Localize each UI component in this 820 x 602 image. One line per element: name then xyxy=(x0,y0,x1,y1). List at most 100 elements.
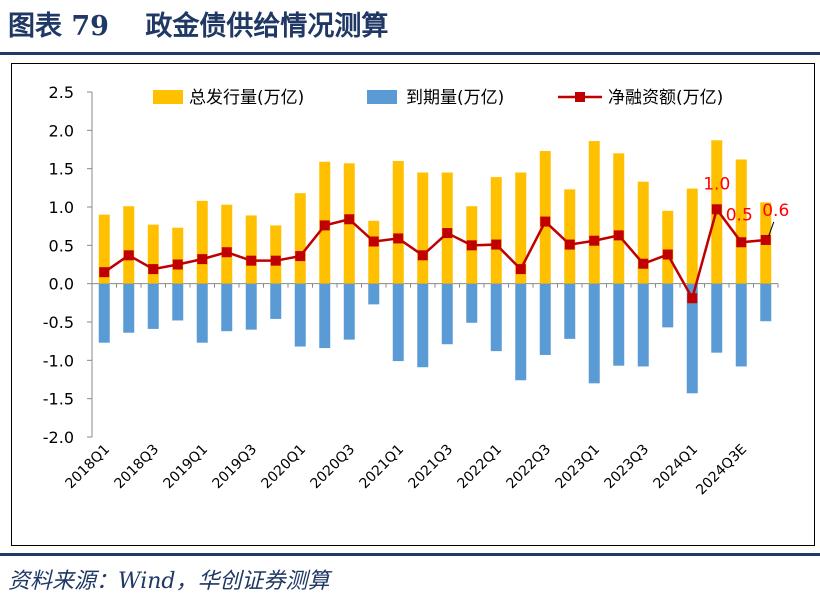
net-financing-marker xyxy=(515,264,526,275)
maturity-bar xyxy=(490,283,502,352)
maturity-bar xyxy=(735,283,747,367)
net-financing-marker xyxy=(589,235,600,246)
maturity-bar xyxy=(588,283,600,384)
maturity-bar xyxy=(172,283,184,321)
x-tick-label: 2018Q3 xyxy=(111,442,162,493)
y-tick-label: -0.5 xyxy=(43,313,74,332)
maturity-bar xyxy=(711,283,723,353)
net-financing-marker xyxy=(246,255,257,266)
issuance-bar xyxy=(686,188,698,284)
maturity-bar xyxy=(466,283,478,323)
maturity-bar xyxy=(98,283,110,343)
chart-bars xyxy=(98,140,772,394)
maturity-bar xyxy=(515,283,527,381)
net-financing-marker xyxy=(344,214,355,225)
net-financing-marker xyxy=(736,237,747,248)
chart-legend: 总发行量(万亿) 到期量(万亿) 净融资额(万亿) xyxy=(153,88,723,108)
net-financing-marker xyxy=(613,230,624,241)
issuance-bar xyxy=(662,210,674,284)
legend-swatch xyxy=(367,90,397,104)
maturity-bar xyxy=(662,283,674,328)
maturity-bar xyxy=(392,283,404,362)
issuance-bar xyxy=(515,172,527,284)
y-tick-label: 1.5 xyxy=(49,160,74,179)
y-tick-label: -1.5 xyxy=(43,390,74,409)
legend-label: 净融资额(万亿) xyxy=(608,88,723,108)
issuance-bar xyxy=(221,204,233,284)
maturity-bar xyxy=(123,283,135,333)
legend-label: 总发行量(万亿) xyxy=(189,88,304,108)
legend-swatch-marker xyxy=(575,92,585,102)
net-financing-marker xyxy=(442,228,453,239)
y-tick-label: 2.0 xyxy=(49,121,74,140)
issuance-bar xyxy=(588,141,600,284)
maturity-bar xyxy=(294,283,306,347)
maturity-bar xyxy=(564,283,576,339)
title-divider xyxy=(0,52,820,55)
source-note: 资料来源：Wind，华创证券测算 xyxy=(8,569,330,594)
maturity-bar xyxy=(613,283,625,366)
net-value-label: 0.6 xyxy=(762,201,789,221)
maturity-bar xyxy=(343,283,355,340)
net-financing-marker xyxy=(711,204,722,215)
x-tick-label: 2023Q1 xyxy=(552,442,603,493)
net-financing-marker xyxy=(662,249,673,260)
x-tick-label: 2020Q1 xyxy=(258,442,309,493)
x-tick-label: 2022Q3 xyxy=(503,442,554,493)
issuance-bar xyxy=(196,200,208,284)
y-tick-label: 0.5 xyxy=(49,236,74,255)
net-financing-marker xyxy=(540,216,551,227)
net-financing-marker xyxy=(638,258,649,269)
maturity-bar xyxy=(686,283,698,394)
footer-divider xyxy=(0,553,820,556)
maturity-bar xyxy=(417,283,429,368)
legend-label: 到期量(万亿) xyxy=(406,88,504,108)
net-financing-marker xyxy=(197,254,208,265)
net-value-label: 1.0 xyxy=(703,174,730,194)
issuance-bar xyxy=(294,193,306,284)
net-financing-marker xyxy=(123,250,134,261)
issuance-bar xyxy=(417,172,429,284)
x-tick-label: 2024Q3E xyxy=(693,442,750,499)
annotation-leader-line xyxy=(768,221,775,237)
net-financing-marker xyxy=(417,250,428,261)
net-financing-marker xyxy=(687,293,698,304)
net-financing-marker xyxy=(148,264,159,275)
issuance-bar xyxy=(392,161,404,284)
issuance-bar xyxy=(270,225,282,284)
x-tick-label: 2021Q1 xyxy=(356,442,407,493)
net-financing-marker xyxy=(491,239,502,250)
y-tick-label: 1.0 xyxy=(49,198,74,217)
maturity-bar xyxy=(245,283,257,330)
net-financing-marker xyxy=(319,220,330,231)
maturity-bar xyxy=(368,283,380,305)
net-financing-marker xyxy=(466,240,477,251)
issuance-bar xyxy=(147,224,159,284)
maturity-bar xyxy=(319,283,331,349)
issuance-bar xyxy=(735,159,747,284)
maturity-bar xyxy=(760,283,772,322)
x-tick-label: 2020Q3 xyxy=(307,442,358,493)
maturity-bar xyxy=(147,283,159,329)
issuance-bar xyxy=(98,214,110,284)
net-financing-marker xyxy=(393,233,404,244)
net-financing-marker xyxy=(270,255,281,266)
x-tick-label: 2019Q1 xyxy=(160,442,211,493)
x-tick-label: 2018Q1 xyxy=(62,442,113,493)
issuance-bar xyxy=(123,206,135,284)
issuance-bar xyxy=(245,215,257,284)
net-financing-marker xyxy=(564,239,575,250)
issuance-bar xyxy=(490,177,502,284)
net-financing-marker xyxy=(99,267,110,278)
x-tick-label: 2024Q1 xyxy=(650,442,701,493)
chart-frame xyxy=(11,63,815,546)
maturity-bar xyxy=(196,283,208,343)
maturity-bar xyxy=(539,283,551,355)
issuance-bar xyxy=(172,227,184,284)
net-financing-marker xyxy=(221,247,232,258)
y-tick-label: 0.0 xyxy=(49,275,74,294)
figure-title: 图表 79 政金债供给情况测算 xyxy=(8,11,389,42)
y-tick-label: -2.0 xyxy=(43,428,74,447)
x-tick-label: 2022Q1 xyxy=(454,442,505,493)
